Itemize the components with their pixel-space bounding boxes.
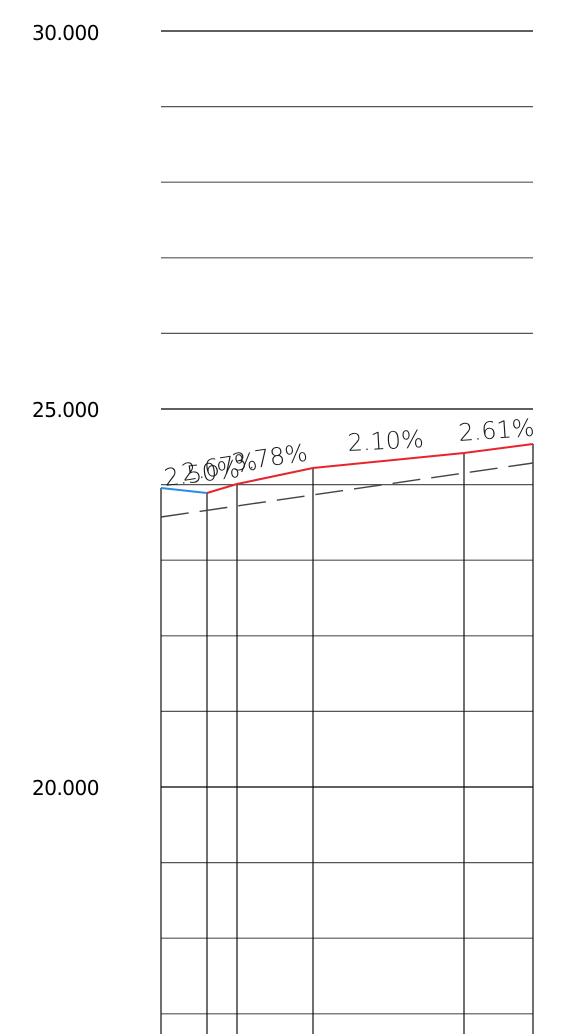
profile-lines: [160, 443, 534, 494]
grade-labels: 2.50% 2.67% 3.78% 2.10% 2.61%: [162, 414, 535, 492]
existing-profile-line: [160, 487, 208, 494]
dashed-reference-line: [160, 462, 534, 518]
grade-label-segment-4: 2.10%: [347, 425, 425, 457]
elevation-grid: [161, 30, 533, 1015]
station-lines: [160, 444, 534, 1034]
reference-line: [160, 462, 534, 518]
elevation-label-20: 20.000: [32, 776, 99, 800]
elevation-label-30: 30.000: [32, 21, 99, 45]
design-profile-line: [206, 443, 534, 494]
grade-label-segment-5: 2.61%: [457, 414, 535, 447]
elevation-label-25: 25.000: [32, 398, 99, 422]
elevation-axis-labels: 30.000 25.000 20.000: [32, 21, 99, 800]
